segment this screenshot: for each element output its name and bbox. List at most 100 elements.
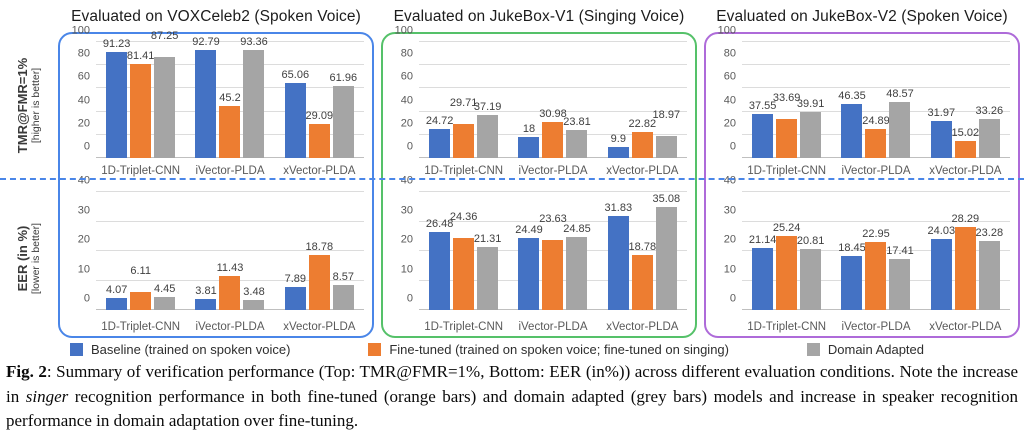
- bar-value-label: 24.89: [862, 115, 890, 128]
- bar-value-label: 48.57: [886, 87, 914, 100]
- y-tick-label: 20: [77, 233, 90, 246]
- y-tick-label: 30: [723, 204, 736, 216]
- bar-fill: [930, 239, 952, 310]
- bar-group: 4.07 6.11 4.45: [96, 192, 185, 310]
- bar-value-label: 6.11: [130, 264, 151, 277]
- bar-fine-tuned: 29.71: [450, 42, 477, 158]
- bar-fine-tuned: 28.29: [952, 192, 979, 310]
- y-tick-label: 60: [400, 70, 413, 83]
- bar-value-label: 3.81: [195, 284, 217, 297]
- bar-fill: [978, 241, 1000, 310]
- bar-fill: [841, 255, 863, 310]
- bar-baseline: 18: [518, 42, 540, 158]
- y-tick-label: 80: [400, 47, 413, 60]
- x-category-label: xVector-PLDA: [283, 321, 356, 333]
- bar-value-label: 18.78: [305, 240, 334, 253]
- bar-fine-tuned: 29.09: [306, 42, 333, 158]
- y-tick-label: 40: [400, 94, 413, 107]
- bar-value-label: 91.23: [102, 38, 131, 51]
- bar-fine-tuned: 24.89: [862, 42, 890, 158]
- bar-fill: [542, 240, 564, 310]
- bar-value-label: 18.45: [838, 241, 866, 254]
- bar-fine-tuned: 30.98: [539, 42, 567, 158]
- bar-value-label: 61.96: [329, 72, 358, 85]
- bar-value-label: 93.36: [240, 35, 268, 48]
- gridline: [742, 87, 1010, 89]
- bar-baseline: 65.06: [282, 42, 309, 158]
- bar-value-label: 87.25: [150, 29, 179, 42]
- bar-fill: [607, 146, 629, 158]
- bar-baseline: 31.97: [928, 42, 955, 158]
- bar-fill: [889, 101, 911, 158]
- bar-fill: [243, 49, 265, 158]
- gridline: [742, 191, 1010, 192]
- chart-jukebox-v1-tmr: 0 20 40 60 80 100 24.72 29.71 37.19 18 30.98 23.81 9…: [383, 25, 695, 180]
- row-separator-dashed-line: [0, 178, 1024, 180]
- x-category-labels: 1D-Triplet-CNN iVector-PLDA xVector-PLDA: [419, 321, 687, 333]
- bar-fine-tuned: 23.63: [539, 192, 567, 310]
- bar-fine-tuned: 22.95: [862, 192, 890, 310]
- y-tick-label: 100: [71, 24, 90, 37]
- bar-baseline: 3.81: [195, 192, 217, 310]
- plot-area: 0 20 40 60 80 100 24.72 29.71 37.19 18 30.98 23.81 9…: [395, 25, 687, 158]
- bar-fill: [978, 119, 1000, 158]
- bar-fill: [154, 296, 176, 310]
- bar-fill: [631, 131, 653, 158]
- y-tick-label: 60: [77, 70, 90, 83]
- bar-domain-adapted: 87.25: [151, 30, 178, 158]
- y-axis-title: TMR@FMR=1%: [15, 57, 31, 153]
- y-tick-label: 60: [723, 70, 736, 83]
- y-tick-label: 10: [77, 263, 90, 275]
- bar-value-label: 31.97: [927, 106, 956, 119]
- bar-group: 24.49 23.63 24.85: [508, 192, 597, 310]
- bar-value-label: 81.41: [126, 49, 155, 62]
- bar-fill: [130, 291, 152, 310]
- bar-groups: 91.23 81.41 87.25 92.79 45.2 93.36 65.06 29.09 6…: [96, 30, 364, 158]
- legend-item: Fine-tuned (trained on spoken voice; fin…: [368, 342, 729, 357]
- bar-fine-tuned: 25.24: [773, 192, 800, 310]
- bar-value-label: 46.35: [838, 90, 866, 103]
- bar-fill: [195, 298, 217, 310]
- bar-fill: [776, 118, 798, 158]
- chart-jukebox-v2-eer: 0 10 20 30 40 21.14 25.24 20.81 18.45 22.95 17.41 2…: [706, 175, 1018, 336]
- x-category-labels: 1D-Triplet-CNN iVector-PLDA xVector-PLDA: [742, 165, 1010, 177]
- panel-title: Evaluated on JukeBox-V2 (Spoken Voice): [716, 8, 1008, 25]
- bar-group: 37.55 33.69 39.91: [742, 42, 831, 158]
- bar-value-label: 22.95: [862, 228, 890, 241]
- gridline: [419, 41, 687, 42]
- bar-fill: [776, 235, 798, 310]
- bar-fill: [655, 206, 677, 310]
- y-tick-label: 20: [723, 233, 736, 246]
- bar-value-label: 37.19: [473, 100, 502, 113]
- bar-domain-adapted: 24.85: [563, 192, 591, 310]
- x-category-label: xVector-PLDA: [606, 165, 679, 177]
- bar-fill: [284, 286, 306, 310]
- bar-value-label: 20.81: [796, 234, 825, 247]
- y-tick-label: 20: [400, 117, 413, 130]
- bar-baseline: 24.49: [515, 192, 543, 310]
- y-axis-subtitle: [lower is better]: [30, 222, 43, 294]
- bar-fill: [154, 56, 176, 158]
- bar-fill: [219, 105, 241, 158]
- bar-fine-tuned: 6.11: [130, 192, 152, 310]
- bar-fill: [800, 111, 822, 158]
- bar-fill: [631, 254, 653, 310]
- bar-fill: [332, 86, 354, 158]
- x-category-labels: 1D-Triplet-CNN iVector-PLDA xVector-PLDA: [96, 321, 364, 333]
- y-tick-label: 40: [77, 94, 90, 107]
- bar-domain-adapted: 20.81: [797, 192, 824, 310]
- x-category-labels: 1D-Triplet-CNN iVector-PLDA xVector-PLDA: [419, 165, 687, 177]
- bar-group: 21.14 25.24 20.81: [742, 192, 831, 310]
- x-category-label: iVector-PLDA: [841, 321, 911, 333]
- bar-domain-adapted: 3.48: [243, 192, 265, 310]
- legend-item: Baseline (trained on spoken voice): [70, 342, 290, 357]
- bar-domain-adapted: 23.81: [563, 42, 591, 158]
- bar-fine-tuned: 81.41: [127, 42, 154, 158]
- figure-caption: Fig. 2: Summary of verification performa…: [6, 360, 1018, 434]
- x-category-labels: 1D-Triplet-CNN iVector-PLDA xVector-PLDA: [96, 165, 364, 177]
- panel-border-box: 0 20 40 60 80 100 24.72 29.71 37.19 18 30.98 23.81 9…: [381, 25, 697, 338]
- caption-text: singer: [25, 386, 69, 406]
- bar-value-label: 18.78: [628, 240, 657, 253]
- y-tick-label: 20: [723, 117, 736, 130]
